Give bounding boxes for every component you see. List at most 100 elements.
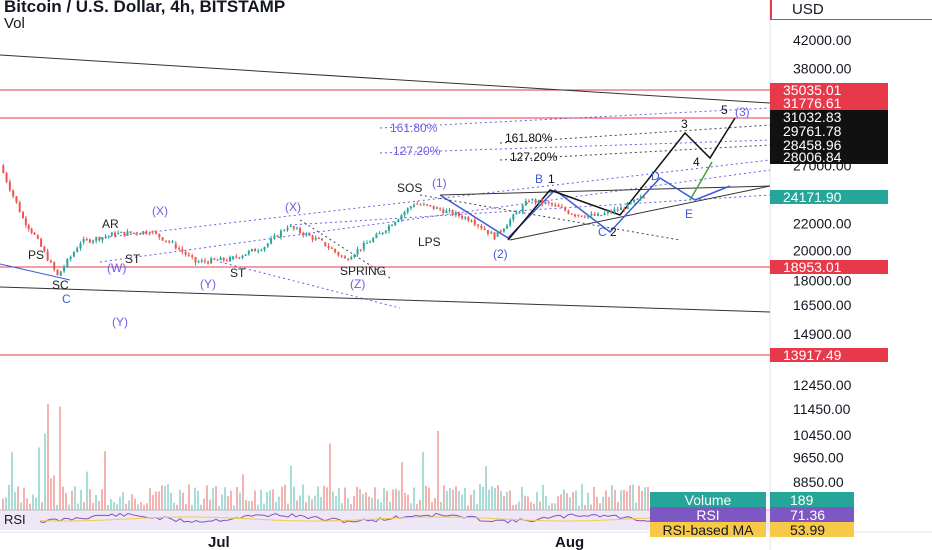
volume-bar	[56, 504, 58, 510]
descending-trendline-upper	[0, 54, 771, 104]
candle-body	[547, 202, 550, 204]
volume-bar	[314, 495, 316, 510]
candle-body	[123, 231, 126, 236]
candle-body	[509, 219, 512, 226]
candle-body	[273, 235, 276, 239]
candle-body	[577, 214, 580, 216]
volume-bar	[68, 504, 70, 510]
candle-body	[419, 204, 422, 206]
volume-bar	[539, 501, 541, 510]
volume-bar	[260, 489, 262, 510]
volume-bar	[305, 502, 307, 510]
volume-bar	[479, 484, 481, 510]
wave-label: C	[62, 292, 71, 306]
indicator-value-box	[770, 507, 854, 522]
price-label-box	[770, 96, 888, 110]
wave-label: AR	[102, 217, 119, 231]
candle-body	[362, 242, 365, 250]
candle-body	[493, 232, 496, 240]
volume-bar	[545, 495, 547, 510]
volume-bar	[515, 504, 517, 510]
indicator-label: RSI-based MA	[662, 522, 754, 538]
volume-bar	[482, 486, 484, 510]
volume-bar	[11, 452, 13, 510]
price-label-box	[770, 260, 888, 274]
candle-body	[620, 207, 622, 211]
volume-bar	[281, 486, 283, 510]
volume-bar	[107, 504, 109, 510]
volume-bar	[104, 451, 106, 510]
indicator-value-box	[770, 522, 854, 537]
volume-bar	[230, 490, 232, 510]
volume-bar	[563, 489, 565, 510]
candle-body	[422, 204, 425, 206]
candle-body	[473, 219, 476, 225]
volume-bar	[83, 501, 85, 510]
volume-bar	[44, 433, 46, 510]
candle-body	[587, 215, 590, 218]
candle-body	[457, 212, 460, 217]
wave-label: 4	[693, 155, 700, 169]
volume-bar	[140, 502, 142, 510]
volume-bars	[2, 403, 661, 510]
volume-bar	[92, 502, 94, 510]
candle-body	[384, 230, 387, 233]
candle-body	[554, 204, 557, 206]
x-tick-label: Jul	[208, 534, 230, 550]
volume-bar	[578, 505, 580, 510]
candle-body	[340, 255, 343, 257]
wave-green	[689, 161, 713, 201]
candle-body	[623, 208, 626, 210]
volume-bar	[233, 505, 235, 510]
volume-bar	[437, 430, 439, 510]
candle-body	[432, 205, 435, 209]
dotted-fib-3	[499, 124, 771, 144]
candle-body	[46, 251, 49, 261]
volume-bar	[380, 502, 382, 510]
volume-bar	[8, 484, 10, 510]
volume-bar	[26, 498, 28, 510]
volume-bar	[347, 498, 349, 510]
volume-bar	[20, 502, 22, 510]
candle-body	[263, 247, 266, 250]
volume-bar	[275, 501, 277, 510]
volume-bar	[566, 493, 568, 510]
volume-bar	[617, 502, 619, 510]
volume-bar	[494, 487, 496, 510]
volume-bar	[206, 485, 208, 510]
candle-body	[79, 243, 82, 249]
candle-body	[49, 260, 52, 263]
volume-bar	[218, 505, 220, 510]
dotted-channel-5	[419, 194, 681, 241]
candle-body	[544, 202, 547, 204]
candle-body	[43, 246, 46, 252]
currency-selector[interactable]: USD	[770, 0, 932, 20]
candle-body	[413, 204, 415, 207]
y-tick-label: 22000.00	[793, 216, 852, 232]
candle-body	[636, 198, 639, 200]
volume-bar	[65, 492, 67, 510]
candle-body	[394, 222, 397, 226]
volume-bar	[329, 443, 331, 510]
volume-bar	[320, 497, 322, 510]
candle-body	[324, 242, 327, 246]
volume-bar	[308, 495, 310, 510]
volume-bar	[299, 495, 301, 510]
volume-bar	[2, 498, 4, 510]
price-label-text: 29761.78	[783, 123, 842, 139]
volume-bar	[185, 503, 187, 510]
volume-bar	[266, 491, 268, 510]
price-label-text: 31032.83	[783, 109, 842, 125]
volume-bar	[464, 487, 466, 510]
candle-body	[82, 239, 85, 243]
candle-body	[560, 206, 563, 208]
volume-bar	[80, 489, 82, 510]
volume-bar	[203, 498, 205, 510]
candle-body	[570, 213, 573, 215]
volume-bar	[143, 504, 145, 510]
candle-body	[464, 217, 467, 219]
candle-body	[613, 209, 616, 213]
volume-bar	[599, 503, 601, 510]
volume-bar	[572, 492, 574, 510]
